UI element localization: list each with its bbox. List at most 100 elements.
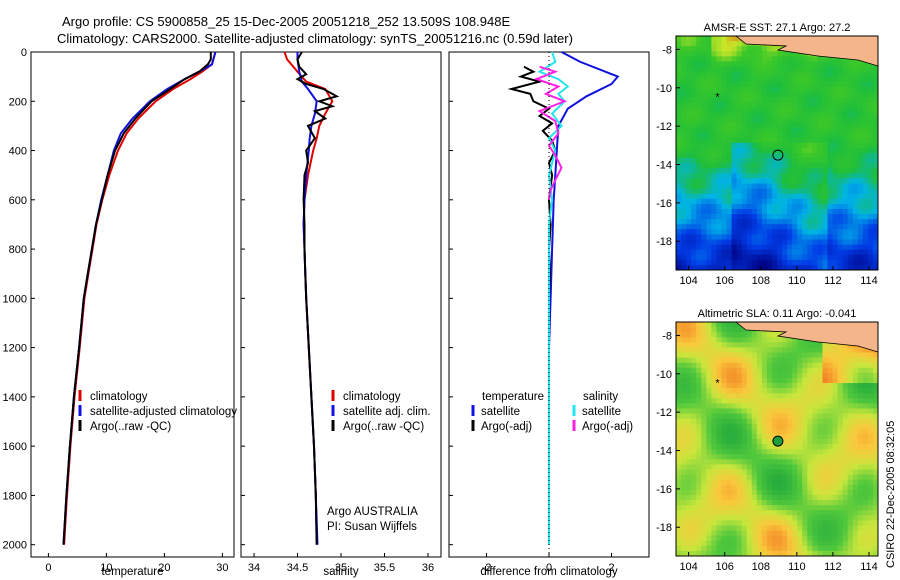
- heatmap-cell: [857, 193, 864, 200]
- heatmap-cell: [852, 464, 859, 470]
- heatmap-cell: [726, 352, 732, 359]
- heatmap-cell: [842, 510, 849, 516]
- heatmap-cell: [787, 413, 793, 420]
- heatmap-cell: [777, 474, 783, 481]
- heatmap-cell: [857, 403, 864, 409]
- heatmap-cell: [782, 188, 788, 195]
- heatmap-cell: [862, 147, 869, 154]
- heatmap-cell: [872, 229, 879, 235]
- heatmap-cell: [756, 102, 763, 108]
- heatmap-cell: [822, 479, 828, 486]
- heatmap-cell: [681, 459, 687, 465]
- heatmap-cell: [746, 403, 753, 409]
- heatmap-cell: [852, 444, 859, 450]
- heatmap-cell: [837, 173, 844, 179]
- heatmap-cell: [746, 153, 753, 159]
- heatmap-cell: [731, 97, 737, 103]
- heatmap-cell: [852, 173, 859, 179]
- heatmap-cell: [676, 459, 682, 465]
- heatmap-cell: [847, 520, 854, 526]
- heatmap-cell: [736, 102, 743, 108]
- heatmap-cell: [731, 377, 737, 384]
- heatmap-cell: [797, 224, 803, 230]
- heatmap-cell: [756, 469, 763, 476]
- heatmap-cell: [827, 188, 833, 195]
- heatmap-cell: [822, 403, 828, 409]
- heatmap-cell: [857, 545, 864, 552]
- heatmap-cell: [817, 259, 823, 266]
- heatmap-cell: [842, 408, 849, 414]
- heatmap-cell: [802, 454, 808, 460]
- heatmap-cell: [736, 489, 743, 496]
- heatmap-cell: [751, 459, 758, 465]
- heatmap-cell: [827, 127, 833, 134]
- heatmap-cell: [837, 545, 844, 552]
- heatmap-cell: [797, 86, 803, 93]
- heatmap-cell: [686, 97, 692, 103]
- heatmap-cell: [696, 244, 702, 251]
- heatmap-cell: [766, 249, 773, 256]
- heatmap-cell: [726, 530, 732, 537]
- heatmap-cell: [726, 342, 732, 348]
- heatmap-cell: [736, 97, 743, 103]
- heatmap-cell: [716, 428, 722, 435]
- heatmap-cell: [746, 423, 753, 430]
- heatmap-cell: [676, 469, 682, 476]
- heatmap-cell: [867, 449, 874, 455]
- heatmap-cell: [807, 479, 813, 486]
- heatmap-cell: [807, 158, 813, 164]
- heatmap-cell: [777, 510, 783, 516]
- heatmap-cell: [792, 153, 798, 159]
- heatmap-cell: [777, 484, 783, 491]
- heatmap-cell: [741, 459, 748, 465]
- heatmap-cell: [681, 393, 687, 399]
- heatmap-cell: [711, 423, 717, 430]
- heatmap-cell: [701, 264, 707, 271]
- heatmap-cell: [797, 234, 803, 240]
- heatmap-cell: [777, 81, 783, 88]
- heatmap-cell: [832, 61, 838, 67]
- heatmap-cell: [741, 352, 748, 359]
- heatmap-cell: [837, 264, 844, 271]
- heatmap-cell: [676, 147, 682, 154]
- legend-label: Argo(..raw -QC): [90, 421, 171, 433]
- heatmap-cell: [857, 188, 864, 195]
- heatmap-cell: [726, 36, 732, 42]
- heatmap-cell: [782, 367, 788, 374]
- heatmap-cell: [857, 107, 864, 113]
- heatmap-cell: [852, 469, 859, 476]
- heatmap-cell: [711, 433, 717, 440]
- heatmap-cell: [782, 439, 788, 445]
- heatmap-cell: [711, 224, 717, 230]
- heatmap-cell: [686, 71, 692, 78]
- heatmap-cell: [857, 198, 864, 205]
- heatmap-cell: [847, 254, 854, 261]
- legend-label: Argo(-adj): [481, 421, 532, 433]
- heatmap-cell: [676, 112, 682, 118]
- heatmap-cell: [827, 264, 833, 271]
- heatmap-cell: [847, 367, 854, 374]
- heatmap-cell: [807, 208, 813, 215]
- heatmap-cell: [676, 510, 682, 516]
- heatmap-cell: [867, 489, 874, 496]
- heatmap-cell: [696, 322, 702, 328]
- heatmap-cell: [797, 393, 803, 399]
- heatmap-cell: [847, 469, 854, 476]
- heatmap-cell: [797, 51, 803, 57]
- heatmap-cell: [867, 540, 874, 547]
- heatmap-cell: [807, 342, 813, 348]
- heatmap-cell: [771, 550, 778, 557]
- heatmap-cell: [756, 46, 763, 52]
- heatmap-cell: [827, 208, 833, 215]
- heatmap-cell: [852, 530, 859, 537]
- heatmap-cell: [812, 388, 818, 394]
- heatmap-cell: [751, 433, 758, 440]
- heatmap-cell: [716, 398, 722, 404]
- heatmap-cell: [822, 61, 828, 67]
- heatmap-cell: [867, 163, 874, 169]
- heatmap-cell: [782, 377, 788, 384]
- heatmap-cell: [676, 403, 682, 409]
- heatmap-cell: [711, 530, 717, 537]
- heatmap-cell: [716, 540, 722, 547]
- heatmap-cell: [761, 428, 768, 435]
